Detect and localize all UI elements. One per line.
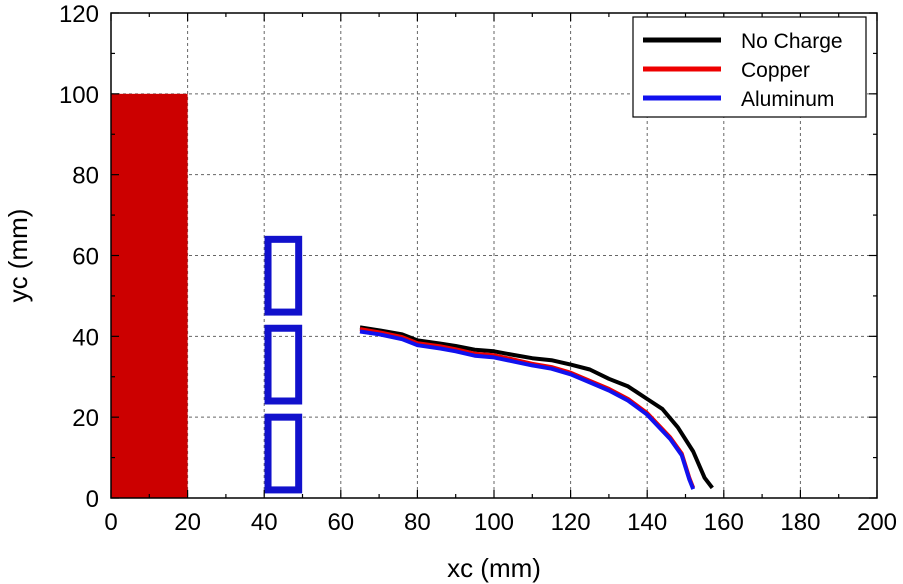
- y-tick-label: 120: [59, 1, 99, 28]
- tamper-middle: [264, 324, 303, 405]
- series-line-0: [359, 325, 714, 490]
- y-tick-label: 40: [72, 324, 99, 351]
- charge-block: [111, 93, 188, 498]
- x-tick-label: 180: [780, 509, 820, 536]
- series-line-2: [359, 329, 696, 490]
- x-axis-title: xc (mm): [447, 553, 541, 583]
- legend: No Charge Copper Aluminum: [632, 16, 867, 118]
- x-tick-label: 160: [704, 509, 744, 536]
- x-tick-label: 40: [251, 509, 278, 536]
- y-tick-label: 0: [86, 486, 99, 513]
- x-tick-label: 120: [551, 509, 591, 536]
- x-tick-label: 0: [104, 509, 117, 536]
- x-tick-label: 200: [857, 509, 897, 536]
- legend-label-1: Copper: [741, 59, 810, 82]
- tamper-bottom: [264, 413, 303, 494]
- x-tick-label: 140: [627, 509, 667, 536]
- x-tick-label: 80: [404, 509, 431, 536]
- tick-labels: 0 20 40 60 80 100 120 140 160 180 200 0 20 40 60 80 100 1…: [59, 1, 897, 536]
- y-tick-label: 80: [72, 163, 99, 190]
- x-tick-label: 60: [327, 509, 354, 536]
- legend-label-0: No Charge: [741, 30, 843, 53]
- axis-ticks: [110, 12, 878, 499]
- legend-label-2: Aluminum: [741, 88, 834, 111]
- x-tick-label: 20: [174, 509, 201, 536]
- x-tick-label: 100: [474, 509, 514, 536]
- chart-series: [359, 325, 714, 490]
- y-axis-title: yc (mm): [3, 209, 33, 303]
- tamper-top: [264, 235, 303, 316]
- y-tick-label: 20: [72, 405, 99, 432]
- y-tick-label: 60: [72, 244, 99, 271]
- chart-regions: [111, 93, 303, 498]
- series-line-1: [359, 327, 696, 489]
- y-tick-label: 100: [59, 82, 99, 109]
